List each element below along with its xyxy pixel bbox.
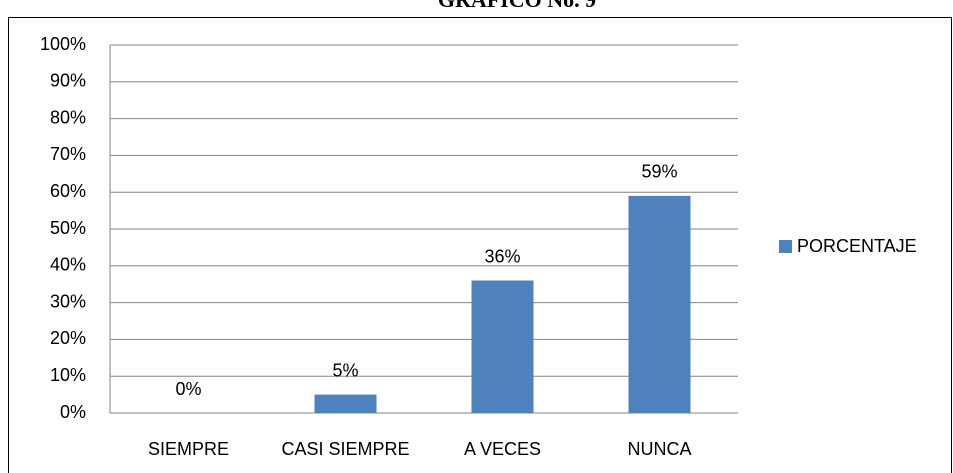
y-tick-label: 20% xyxy=(50,328,86,348)
y-tick-label: 70% xyxy=(50,144,86,164)
y-tick-label: 60% xyxy=(50,181,86,201)
data-label: 5% xyxy=(332,360,358,380)
bar xyxy=(471,280,534,413)
y-tick-label: 30% xyxy=(50,291,86,311)
data-label: 0% xyxy=(175,379,201,399)
x-tick-label: CASI SIEMPRE xyxy=(281,439,409,459)
x-tick-label: NUNCA xyxy=(627,439,691,459)
y-tick-label: 10% xyxy=(50,365,86,385)
x-tick-label: A VECES xyxy=(464,439,541,459)
y-tick-label: 0% xyxy=(60,402,86,422)
chart-title: GRAFICO No. 9 xyxy=(438,0,596,12)
legend-swatch xyxy=(779,240,792,253)
x-tick-label: SIEMPRE xyxy=(148,439,229,459)
y-tick-label: 40% xyxy=(50,255,86,275)
y-tick-label: 80% xyxy=(50,107,86,127)
y-tick-label: 50% xyxy=(50,218,86,238)
chart-frame xyxy=(8,17,952,473)
legend-label: PORCENTAJE xyxy=(797,236,917,256)
y-tick-label: 90% xyxy=(50,71,86,91)
data-label: 36% xyxy=(484,246,520,266)
bar xyxy=(628,195,691,413)
y-tick-label: 100% xyxy=(40,34,86,54)
bar xyxy=(314,394,377,413)
data-label: 59% xyxy=(641,162,677,182)
